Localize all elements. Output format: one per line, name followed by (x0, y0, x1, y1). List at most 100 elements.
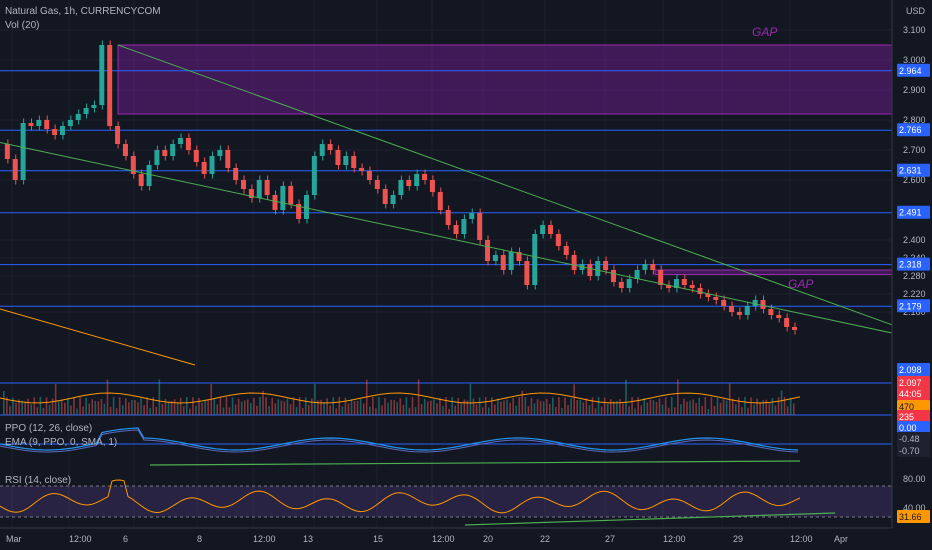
candle (288, 186, 294, 204)
rsi-current-tag: 31.66 (899, 512, 922, 522)
candle (390, 195, 396, 204)
volume-bar (771, 398, 774, 415)
volume-bar (372, 397, 374, 415)
candle (241, 180, 247, 189)
orange-trendline (0, 308, 196, 366)
volume-bar (54, 383, 57, 415)
time-tick: Mar (6, 534, 22, 544)
time-axis-background (0, 528, 932, 550)
candle (99, 45, 105, 105)
volume-bar (204, 399, 206, 415)
volume-bar (33, 397, 36, 415)
candle (618, 282, 624, 288)
volume-bar (152, 397, 155, 415)
volume-bar (619, 399, 621, 415)
candle (225, 150, 231, 168)
time-tick: 20 (483, 534, 493, 544)
volume-bar (308, 404, 310, 415)
ppo-signal-tag-bg (897, 444, 930, 457)
candle (44, 120, 50, 129)
volume-bar (664, 397, 667, 415)
level-price-tag-bg (897, 257, 930, 271)
candle (162, 150, 168, 156)
candle (563, 246, 569, 255)
volume-bar (628, 406, 630, 415)
volume-bar (777, 397, 780, 415)
volume-bar (588, 405, 591, 415)
volume-bar (576, 400, 578, 415)
candle (311, 156, 317, 195)
volume-bar (12, 397, 14, 415)
volume-bar (243, 400, 246, 415)
volume-bar (100, 398, 103, 415)
candle (492, 255, 498, 261)
candle (721, 300, 727, 306)
volume-bar (27, 398, 29, 415)
price-axis-background (892, 0, 932, 550)
candle (52, 129, 58, 135)
volume-bar (643, 398, 646, 415)
volume-bar (774, 405, 777, 415)
volume-bar (609, 398, 612, 415)
volume-bar (738, 397, 740, 415)
volume-bar (710, 397, 713, 415)
candle (170, 144, 176, 156)
volume-bar (259, 397, 261, 415)
volume-bar (780, 390, 783, 415)
volume-bar (759, 401, 761, 415)
volume-bar (692, 399, 694, 415)
volume-bar (347, 403, 350, 415)
volume-bar (725, 400, 728, 415)
candle (603, 261, 609, 270)
volume-legend: Vol (20) (5, 20, 40, 31)
volume-bar (18, 399, 20, 415)
volume-bar (256, 405, 258, 415)
volume-bar (457, 397, 460, 415)
volume-bar (542, 401, 545, 415)
volume-bar (582, 402, 585, 415)
candle (36, 120, 42, 126)
candle (729, 306, 735, 312)
candle (178, 138, 184, 144)
time-tick: Apr (834, 534, 848, 544)
volume-bar (789, 397, 792, 415)
volume-bar (39, 397, 42, 415)
candle (107, 45, 113, 126)
current-price-alt-tag-bg (897, 376, 930, 389)
volume-bar (494, 404, 496, 415)
volume-bar (359, 399, 362, 415)
volume-bar (719, 403, 722, 415)
volume-bar (222, 407, 225, 415)
candle (634, 270, 640, 279)
volume-bar (625, 379, 627, 415)
candle (327, 144, 333, 150)
candle (673, 279, 679, 288)
volume-bar (189, 408, 191, 415)
volume-bar (250, 402, 252, 415)
volume-bar (30, 404, 33, 415)
volume-bar (140, 398, 142, 415)
volume-bar (649, 399, 652, 415)
candle (351, 156, 357, 168)
level-price-tag: 2.491 (899, 208, 922, 218)
volume-bar (670, 397, 673, 415)
symbol-legend: Natural Gas, 1h, CURRENCYCOM (5, 6, 161, 17)
candle (650, 264, 656, 270)
volume-bar (454, 405, 456, 415)
volume-bar (561, 408, 563, 415)
volume-bar (509, 402, 511, 415)
volume-bar (783, 397, 786, 415)
gap-label: GAP (752, 25, 777, 39)
volume-bar (417, 379, 420, 415)
volume-bar (552, 397, 554, 415)
volume-bar (201, 402, 203, 415)
volume-bar (134, 400, 136, 415)
volume-bar (85, 397, 87, 415)
volume-bar (304, 397, 307, 415)
volume-bar (271, 397, 273, 415)
candle (398, 180, 404, 195)
volume-bar (292, 397, 295, 415)
volume-bar (658, 398, 661, 415)
volume-tag-bg (897, 400, 930, 413)
